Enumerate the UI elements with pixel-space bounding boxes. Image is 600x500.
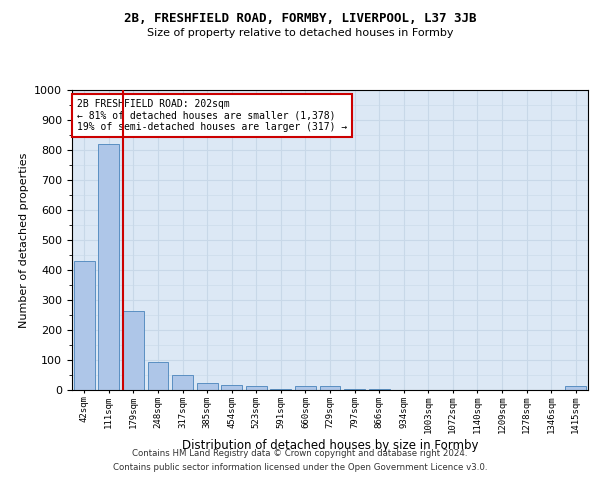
Text: 2B, FRESHFIELD ROAD, FORMBY, LIVERPOOL, L37 3JB: 2B, FRESHFIELD ROAD, FORMBY, LIVERPOOL, … [124, 12, 476, 26]
Text: Contains HM Land Registry data © Crown copyright and database right 2024.: Contains HM Land Registry data © Crown c… [132, 448, 468, 458]
Bar [98, 144, 119, 390]
X-axis label: Distribution of detached houses by size in Formby: Distribution of detached houses by size … [182, 438, 478, 452]
Bar [271, 389, 292, 390]
Bar [368, 389, 389, 390]
Bar [295, 386, 316, 390]
Bar [123, 310, 144, 390]
Bar [148, 362, 169, 390]
Bar [344, 389, 365, 390]
Bar [320, 386, 340, 390]
Bar [197, 382, 218, 390]
Text: 2B FRESHFIELD ROAD: 202sqm
← 81% of detached houses are smaller (1,378)
19% of s: 2B FRESHFIELD ROAD: 202sqm ← 81% of deta… [77, 99, 347, 132]
Bar [172, 375, 193, 390]
Y-axis label: Number of detached properties: Number of detached properties [19, 152, 29, 328]
Text: Contains public sector information licensed under the Open Government Licence v3: Contains public sector information licen… [113, 464, 487, 472]
Bar [565, 386, 586, 390]
Bar [221, 384, 242, 390]
Bar [246, 386, 267, 390]
Text: Size of property relative to detached houses in Formby: Size of property relative to detached ho… [147, 28, 453, 38]
Bar [74, 261, 95, 390]
